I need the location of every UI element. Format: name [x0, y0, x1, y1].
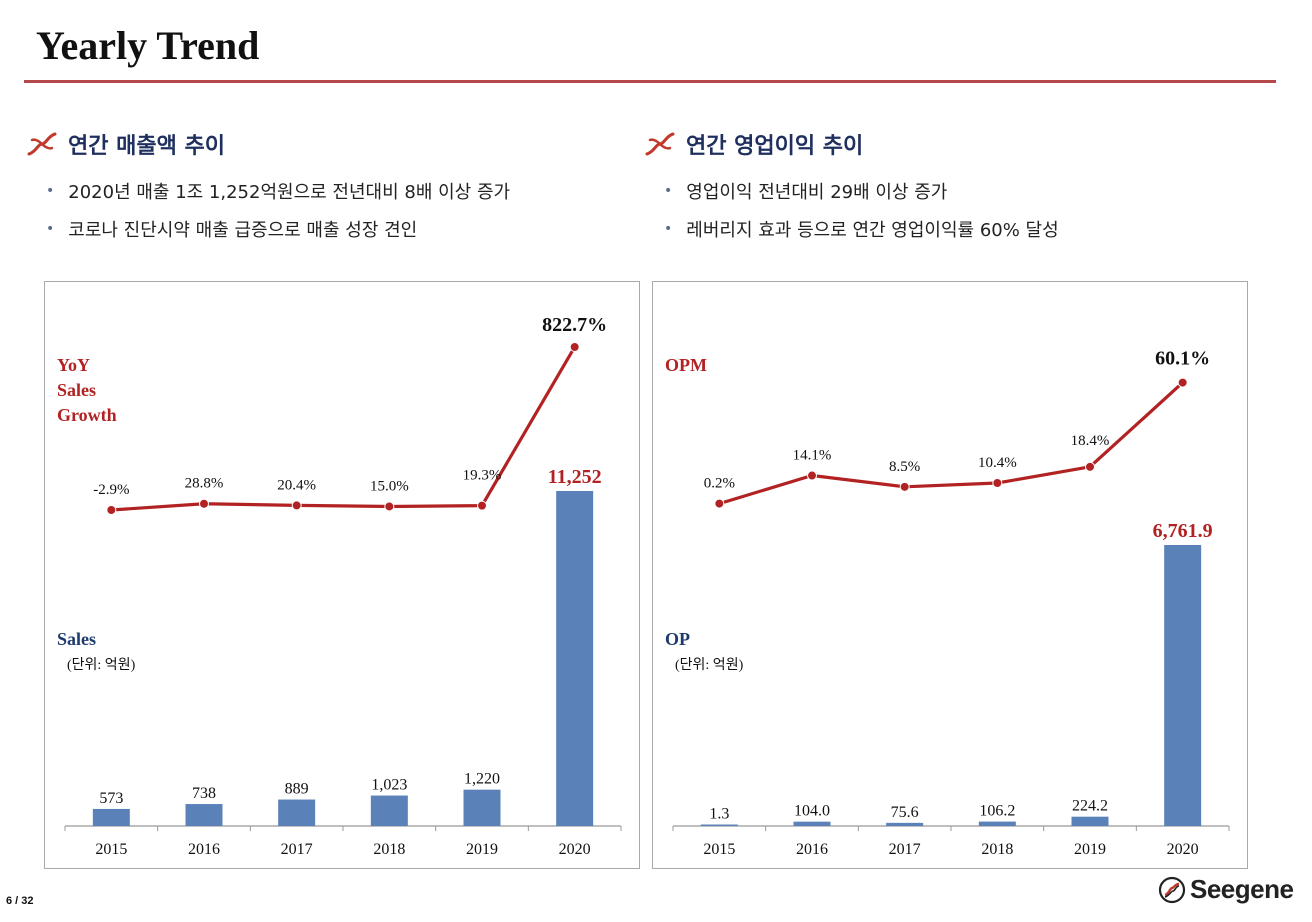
unit-note: (단위: 억원): [67, 657, 136, 673]
line-point-2015: [106, 505, 117, 515]
line-data-label: 19.3%: [463, 468, 502, 484]
bullet-icon: •: [46, 221, 55, 237]
brand-logo: Seegene: [1158, 874, 1294, 905]
bar-2015: [92, 808, 130, 826]
list-item: • 2020년 매출 1조 1,252억원으로 전년대비 8배 이상 증가: [46, 182, 511, 203]
line-point-2018: [384, 501, 395, 512]
x-tick-label: 2016: [796, 841, 828, 858]
bullet-icon: •: [46, 183, 55, 199]
sales-chart-panel: 2015 2016 2017 2018 2019 2020 573 738 889 1,023 1,…: [44, 281, 640, 869]
list-item: • 코로나 진단시약 매출 급증으로 매출 성장 견인: [46, 220, 418, 241]
unit-note: (단위: 억원): [675, 657, 744, 673]
right-section-header: 연간 영업이익 추이: [644, 128, 863, 160]
x-tick-label: 2018: [981, 841, 1013, 858]
bar-2018: [370, 795, 408, 826]
bar-2017: [278, 799, 316, 826]
line-series-opm: [718, 381, 1184, 506]
bar-data-label: 1.3: [709, 806, 729, 823]
bar-2018: [978, 821, 1016, 826]
op-chart: 2015 2016 2017 2018 2019 2020 1.3 104.0 75.6 106.…: [665, 348, 1230, 858]
bar-data-label: 573: [99, 790, 123, 807]
bar-legend-label: Sales: [57, 629, 96, 649]
bar-data-label: 75.6: [891, 804, 919, 821]
bar-data-label: 224.2: [1072, 798, 1108, 815]
title-divider: [24, 80, 1276, 83]
bar-data-label: 738: [192, 785, 216, 802]
line-point-2016: [199, 498, 209, 509]
op-chart-panel: 2015 2016 2017 2018 2019 2020 1.3 104.0 75.6 106.…: [652, 281, 1248, 869]
line-point-2016: [807, 470, 817, 481]
bar-data-label: 106.2: [979, 803, 1015, 820]
line-data-label: 18.4%: [1071, 433, 1110, 449]
x-tick-label: 2016: [188, 841, 220, 858]
bar-2015: [700, 824, 738, 826]
bar-2020: [556, 491, 594, 826]
bar-data-label: 889: [285, 781, 309, 798]
bar-2017: [886, 822, 924, 826]
line-data-label: 20.4%: [277, 477, 316, 493]
line-data-label: 60.1%: [1155, 348, 1210, 370]
x-tick-label: 2015: [703, 841, 735, 858]
right-section-heading: 연간 영업이익 추이: [686, 134, 864, 159]
seegene-logo-icon: [1158, 876, 1186, 903]
line-data-label: 10.4%: [978, 455, 1017, 471]
line-point-2017: [899, 481, 910, 492]
bullet-icon: •: [664, 221, 673, 237]
line-legend-label: Growth: [57, 405, 117, 425]
x-tick-label: 2020: [1167, 841, 1199, 858]
left-bullet-list: • 2020년 매출 1조 1,252억원으로 전년대비 8배 이상 증가 • 코로…: [46, 172, 510, 248]
line-point-2019: [477, 500, 487, 511]
line-data-label: 28.8%: [185, 476, 224, 492]
line-point-2015: [714, 498, 725, 509]
line-legend-label: OPM: [665, 355, 707, 375]
list-item: • 레버리지 효과 등으로 연간 영업이익률 60% 달성: [664, 220, 1059, 241]
bar-data-label: 1,220: [464, 771, 500, 788]
line-data-label: 0.2%: [704, 476, 735, 492]
line-data-label: 14.1%: [793, 448, 832, 464]
bar-data-label: 11,252: [548, 466, 602, 488]
left-section-header: 연간 매출액 추이: [26, 128, 225, 160]
x-tick-label: 2018: [373, 841, 405, 858]
sales-chart: 2015 2016 2017 2018 2019 2020 573 738 889 1,023 1,…: [57, 314, 622, 858]
x-tick-label: 2017: [281, 841, 313, 858]
line-point-2020: [1177, 377, 1188, 388]
page-title: Yearly Trend: [36, 23, 260, 68]
swirl-icon: [645, 132, 675, 156]
line-series-yoy-sales-growth: [111, 346, 577, 512]
line-point-2017: [291, 500, 302, 511]
bar-data-label: 1,023: [371, 777, 407, 794]
right-bullet-list: • 영업이익 전년대비 29배 이상 증가 • 레버리지 효과 등으로 연간 영업이…: [664, 172, 1059, 248]
bar-2019: [463, 789, 501, 826]
bar-data-label: 104.0: [794, 803, 830, 820]
bullet-icon: •: [664, 183, 673, 199]
line-data-label: -2.9%: [93, 482, 129, 498]
x-tick-label: 2015: [95, 841, 127, 858]
page-number: 6 / 32: [6, 895, 34, 907]
x-tick-label: 2019: [1074, 841, 1106, 858]
left-section-heading: 연간 매출액 추이: [68, 134, 225, 159]
x-tick-label: 2020: [559, 841, 591, 858]
list-item: • 영업이익 전년대비 29배 이상 증가: [664, 182, 948, 203]
line-legend-label: Sales: [57, 380, 96, 400]
x-tick-label: 2019: [466, 841, 498, 858]
brand-name: Seegene: [1190, 874, 1294, 904]
x-tick-label: 2017: [889, 841, 921, 858]
swirl-icon: [27, 132, 57, 156]
bar-2016: [793, 821, 831, 826]
line-data-label: 822.7%: [542, 314, 607, 336]
bar-2016: [185, 804, 223, 826]
line-data-label: 15.0%: [370, 478, 409, 494]
bar-legend-label: OP: [665, 629, 690, 649]
line-data-label: 8.5%: [889, 459, 920, 475]
line-legend-label: YoY: [57, 355, 90, 375]
bar-2020: [1164, 545, 1202, 826]
bar-data-label: 6,761.9: [1153, 520, 1213, 542]
line-point-2020: [569, 342, 580, 352]
line-point-2018: [992, 477, 1003, 488]
bar-2019: [1071, 816, 1109, 826]
line-point-2019: [1085, 461, 1095, 472]
